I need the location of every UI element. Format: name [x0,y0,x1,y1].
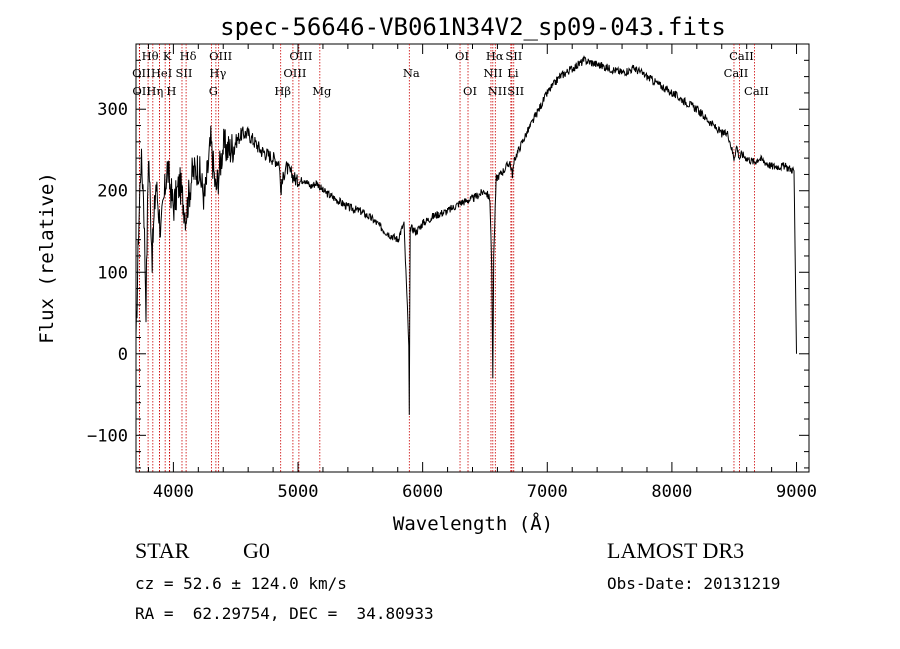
line-marker-label: NII [488,84,507,98]
line-marker-label: OIII [289,49,312,63]
line-marker-label: SII [505,49,522,63]
chart-title: spec-56646-VB061N34V2_sp09-043.fits [220,13,726,41]
object-class: STAR [135,538,190,563]
line-marker-label: SII [176,66,193,80]
x-tick-label: 7000 [527,482,568,502]
line-marker-label: NII [483,66,502,80]
line-marker-label: OII [132,66,151,80]
line-marker-label: Hγ [209,66,226,80]
line-marker-label: Hβ [274,84,291,98]
line-marker-label: H [166,84,176,98]
line-marker-label: Na [403,66,420,80]
survey-name: LAMOST DR3 [607,538,745,563]
line-marker-label: CaII [744,84,769,98]
line-marker-label: Hδ [180,49,197,63]
y-tick-label: 200 [97,182,128,202]
object-subclass: G0 [243,538,270,563]
line-marker-label: K [163,49,172,63]
y-axis-label: Flux (relative) [36,172,58,344]
line-marker-label: Li [507,66,519,80]
y-tick-label: 300 [97,100,128,120]
x-tick-label: 6000 [402,482,443,502]
line-marker-label: G [209,84,218,98]
x-axis-label: Wavelength (Å) [393,512,553,535]
line-marker-label: Hη [146,84,163,98]
x-tick-label: 4000 [153,482,194,502]
x-tick-label: 5000 [278,482,319,502]
line-marker-label: OIII [283,66,306,80]
y-axis-ticks: −100 0 100 200 300 [87,43,809,469]
x-axis-ticks: 4000 5000 6000 7000 8000 9000 [147,44,817,502]
spectrum-line [135,55,797,415]
x-tick-label: 8000 [651,482,692,502]
line-marker-label: OII [132,84,151,98]
y-tick-label: 100 [97,263,128,283]
coordinates: RA = 62.29754, DEC = 34.80933 [135,604,434,623]
line-marker-label: HeI [151,66,172,80]
plot-frame [135,43,810,473]
x-tick-label: 9000 [776,482,817,502]
line-marker-label: Hα [486,49,504,63]
redshift-cz: cz = 52.6 ± 124.0 km/s [135,574,347,593]
y-tick-label: 0 [118,345,128,365]
line-marker-label: OI [455,49,469,63]
line-marker-label: CaII [724,66,749,80]
line-marker-label: OI [463,84,477,98]
obs-date: Obs-Date: 20131219 [607,574,781,593]
y-tick-label: −100 [87,426,128,446]
line-marker-label: OIII [209,49,232,63]
line-marker-label: SII [507,84,524,98]
line-marker-label: Mg [312,84,332,98]
line-marker-label: CaII [729,49,754,63]
line-marker-group [138,44,755,472]
line-marker-label: Hθ [142,49,159,63]
